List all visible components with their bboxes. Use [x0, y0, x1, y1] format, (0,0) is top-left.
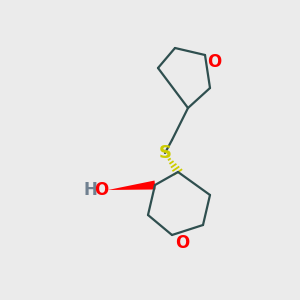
Text: O: O	[207, 53, 221, 71]
Polygon shape	[108, 181, 155, 190]
Text: H: H	[83, 181, 97, 199]
Text: O: O	[175, 234, 189, 252]
Text: S: S	[158, 144, 172, 162]
Text: O: O	[94, 181, 108, 199]
